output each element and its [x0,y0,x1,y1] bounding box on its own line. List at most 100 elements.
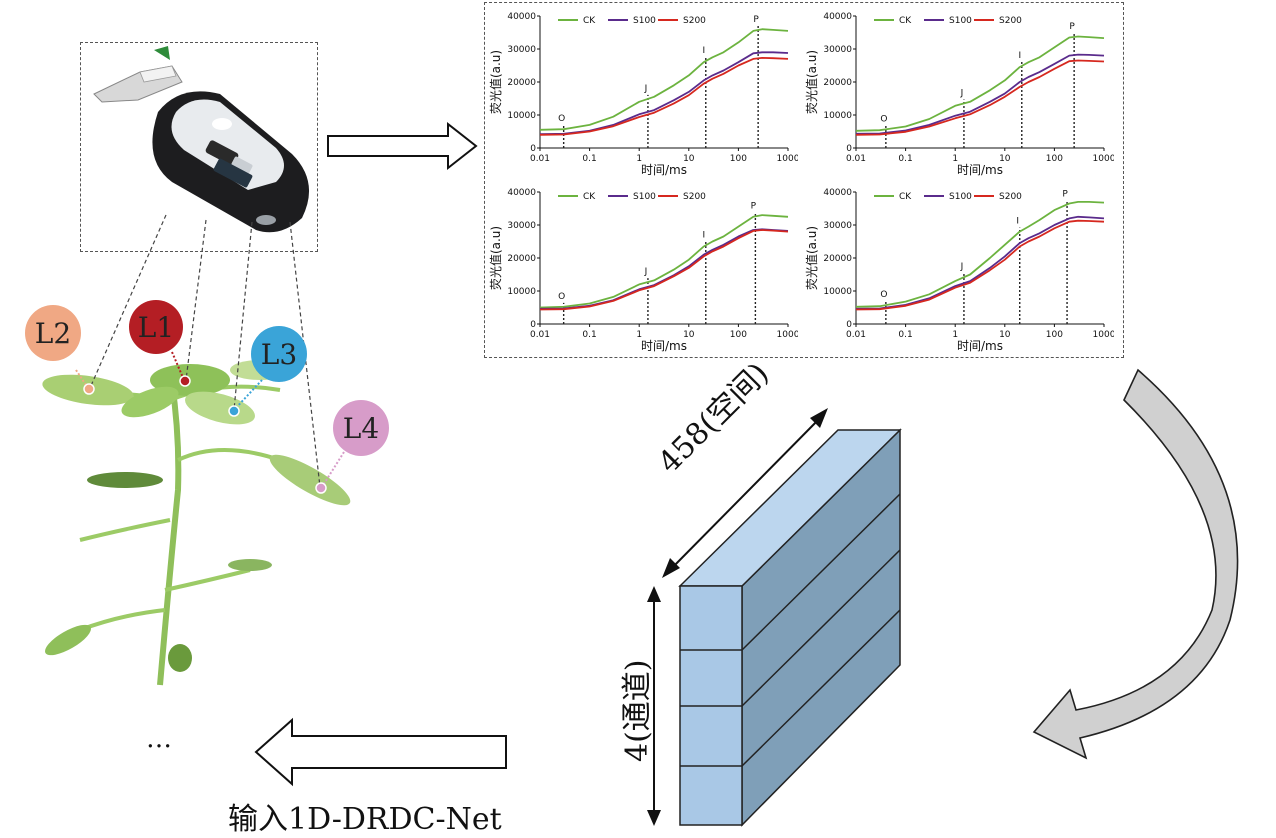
legend-label-CK: CK [899,16,912,26]
label-L3: L3 [251,326,307,382]
series-line-S200 [855,59,1105,136]
arrow-right [327,121,478,171]
x-tick-label: 1000 [777,154,798,164]
y-tick-label: 0 [846,320,852,330]
x-tick-label: 1000 [1093,330,1114,340]
x-tick-label: 0.01 [530,154,550,164]
phase-label-J: J [960,262,964,272]
y-tick-label: 40000 [507,12,536,22]
legend-label-S200: S200 [683,16,706,26]
y-tick-label: 40000 [507,188,536,198]
x-tick-label: 0.01 [846,154,866,164]
x-tick-label: 1000 [1093,154,1114,164]
y-tick-label: 20000 [507,254,536,264]
input-network-label-text: 输入1D-DRDC-Net [228,802,502,837]
series-line-S200 [539,57,789,136]
phase-label-I: I [1016,217,1019,227]
curved-arrow [1032,368,1239,760]
phase-label-O: O [880,114,887,124]
phase-label-I: I [702,230,705,240]
y-tick-label: 10000 [823,111,852,121]
y-tick-label: 40000 [823,188,852,198]
phase-label-O: O [880,290,887,300]
series-line-S100 [855,215,1105,310]
y-axis-label: 荧光值(a.u) [804,50,819,114]
series-line-CK [539,214,789,309]
x-tick-label: 10 [683,154,695,164]
series-line-S200 [539,229,789,311]
chart-panel-2: 0 10000 20000 30000 40000 0.01 0.1 1 10 100 1000 时间… [804,12,1114,177]
y-tick-label: 0 [530,144,536,154]
x-tick-label: 0.1 [898,154,912,164]
y-tick-label: 0 [530,320,536,330]
x-axis-label: 时间/ms [957,339,1003,353]
x-tick-label: 1 [636,330,642,340]
input-network-label: 输入1D-DRDC-Net [228,794,502,838]
x-tick-label: 100 [730,330,747,340]
y-axis-label: 荧光值(a.u) [804,226,819,290]
phase-label-P: P [753,15,759,25]
channel-label-text: 4(通道) [620,659,655,763]
legend-label-S200: S200 [683,192,706,202]
legend-label-CK: CK [583,192,596,202]
legend-label-S200: S200 [999,192,1022,202]
phase-label-I: I [702,46,705,56]
phase-label-O: O [558,292,565,302]
x-tick-label: 1 [952,330,958,340]
label-L4: L4 [333,400,389,456]
x-tick-label: 100 [730,154,747,164]
ellipsis: … [146,724,172,754]
x-axis-label: 时间/ms [641,163,687,177]
label-L1-text: L1 [137,310,175,344]
y-tick-label: 20000 [823,254,852,264]
y-tick-label: 10000 [507,287,536,297]
chart-panel-4: 0 10000 20000 30000 40000 0.01 0.1 1 10 100 1000 时间… [804,188,1114,353]
y-tick-label: 10000 [507,111,536,121]
ellipsis-text: … [146,724,172,754]
series-line-S100 [539,51,789,135]
x-tick-label: 100 [1046,330,1063,340]
channel-dimension-label: 4(通道) [612,660,656,763]
x-axis-label: 时间/ms [641,339,687,353]
legend-label-S100: S100 [633,16,656,26]
x-tick-label: 10 [999,330,1011,340]
y-tick-label: 30000 [823,45,852,55]
phase-label-J: J [644,267,648,277]
y-tick-label: 40000 [823,12,852,22]
x-tick-label: 0.01 [530,330,550,340]
legend-label-CK: CK [899,192,912,202]
y-tick-label: 0 [846,144,852,154]
chart-panel-3: 0 10000 20000 30000 40000 0.01 0.1 1 10 100 1000 时间… [488,188,798,353]
y-tick-label: 10000 [823,287,852,297]
x-tick-label: 10 [999,154,1011,164]
phase-label-J: J [960,88,964,98]
x-tick-label: 100 [1046,154,1063,164]
label-L3-text: L3 [260,337,298,371]
y-tick-label: 20000 [823,78,852,88]
legend-label-S100: S100 [949,192,972,202]
phase-label-P: P [1062,190,1068,200]
series-line-CK [855,35,1105,132]
x-tick-label: 0.1 [582,330,596,340]
legend-label-S200: S200 [999,16,1022,26]
chart-panel-1: 0 10000 20000 30000 40000 0.01 0.1 1 10 100 1000 时间… [488,12,798,177]
x-tick-label: 0.1 [582,154,596,164]
series-line-CK [539,28,789,131]
fluorometer-device [93,46,310,233]
series-line-S100 [855,53,1105,135]
label-L4-text: L4 [342,411,380,445]
device-frame [80,42,318,252]
x-tick-label: 1 [952,154,958,164]
y-axis-label: 荧光值(a.u) [488,50,503,114]
legend-label-S100: S100 [633,192,656,202]
phase-label-P: P [751,201,757,211]
x-tick-label: 0.1 [898,330,912,340]
x-axis-label: 时间/ms [957,163,1003,177]
x-tick-label: 10 [683,330,695,340]
phase-label-P: P [1069,22,1075,32]
series-line-S200 [855,219,1105,311]
label-L2: L2 [25,305,81,361]
phase-label-J: J [644,84,648,94]
phase-label-I: I [1018,51,1021,61]
